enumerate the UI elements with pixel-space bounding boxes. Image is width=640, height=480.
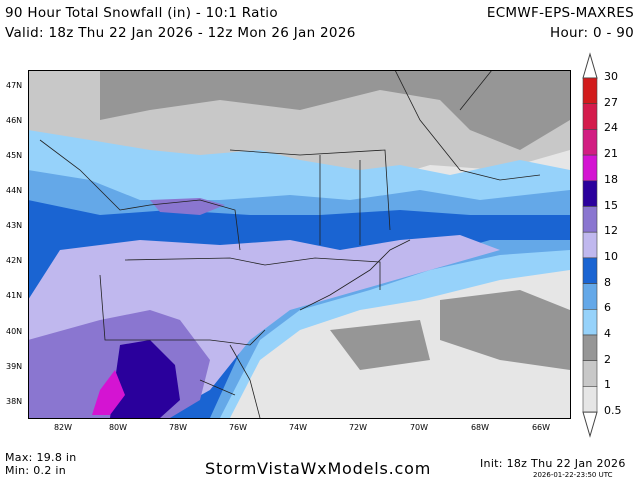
valid-period: Valid: 18z Thu 22 Jan 2026 - 12z Mon 26 …	[5, 25, 356, 41]
site-name: StormVistaWxModels.com	[205, 459, 432, 478]
lon-label: 74W	[288, 423, 308, 432]
lat-label: 45N	[6, 151, 23, 160]
colorbar-label: 15	[604, 198, 618, 212]
lon-label: 66W	[531, 423, 551, 432]
colorbar-label: 2	[604, 352, 611, 366]
colorbar-label: 18	[604, 172, 618, 186]
map-frame	[28, 70, 571, 419]
colorbar-label: 6	[604, 301, 611, 315]
max-value: Max: 19.8 in	[5, 451, 77, 464]
snow-15-18-region	[110, 340, 180, 418]
lat-label: 41N	[6, 291, 23, 300]
colorbar-swatch	[582, 231, 598, 259]
colorbar-swatch	[582, 180, 598, 207]
map-title: 90 Hour Total Snowfall (in) - 10:1 Ratio	[5, 5, 278, 21]
forecast-hours: Hour: 0 - 90	[550, 25, 634, 41]
lon-label: 72W	[348, 423, 368, 432]
colorbar-swatch	[582, 386, 598, 413]
min-value: Min: 0.2 in	[5, 464, 67, 477]
colorbar-label: 10	[604, 249, 618, 263]
colorbar	[582, 52, 598, 438]
colorbar-swatch	[582, 103, 598, 130]
lat-label: 42N	[6, 256, 23, 265]
lon-label: 82W	[53, 423, 73, 432]
colorbar-label: 27	[604, 95, 618, 109]
colorbar-label: 8	[604, 275, 611, 289]
snowfall-map	[28, 70, 570, 418]
colorbar-swatch	[582, 206, 598, 233]
init-time: Init: 18z Thu 22 Jan 2026	[480, 457, 626, 470]
lon-label: 70W	[409, 423, 429, 432]
timestamp: 2026-01-22-23:50 UTC	[533, 471, 613, 479]
snow-12-15-region-lake	[150, 198, 225, 215]
model-name: ECMWF-EPS-MAXRES	[486, 5, 634, 21]
colorbar-swatch	[582, 360, 598, 387]
colorbar-label: 1	[604, 378, 611, 392]
colorbar-swatch	[582, 308, 598, 336]
snow-2-4-region	[100, 70, 570, 150]
lat-label: 40N	[6, 327, 23, 336]
colorbar-swatch	[582, 154, 598, 182]
colorbar-swatch	[582, 334, 598, 362]
lat-label: 44N	[6, 186, 23, 195]
lon-label: 80W	[108, 423, 128, 432]
lat-label: 43N	[6, 221, 23, 230]
lat-label: 47N	[6, 81, 23, 90]
lon-label: 78W	[168, 423, 188, 432]
snow-18-21-region	[92, 370, 125, 415]
lon-label: 76W	[228, 423, 248, 432]
state-borders	[39, 70, 541, 418]
colorbar-label: 12	[604, 224, 618, 238]
colorbar-swatch	[582, 77, 598, 105]
colorbar-swatch	[582, 129, 598, 156]
colorbar-label: 0.5	[604, 404, 622, 418]
colorbar-label: 24	[604, 121, 618, 135]
lat-label: 38N	[6, 397, 23, 406]
colorbar-label: 4	[604, 327, 611, 340]
colorbar-bottom-arrow	[582, 411, 598, 438]
colorbar-swatch	[582, 283, 598, 310]
colorbar-swatch	[582, 257, 598, 284]
snow-2-4-region-south	[330, 290, 570, 370]
lat-label: 46N	[6, 116, 23, 125]
colorbar-label: 30	[604, 70, 618, 83]
colorbar-top-arrow	[582, 52, 598, 79]
lon-label: 68W	[470, 423, 490, 432]
colorbar-label: 21	[604, 147, 618, 161]
lat-label: 39N	[6, 362, 23, 371]
